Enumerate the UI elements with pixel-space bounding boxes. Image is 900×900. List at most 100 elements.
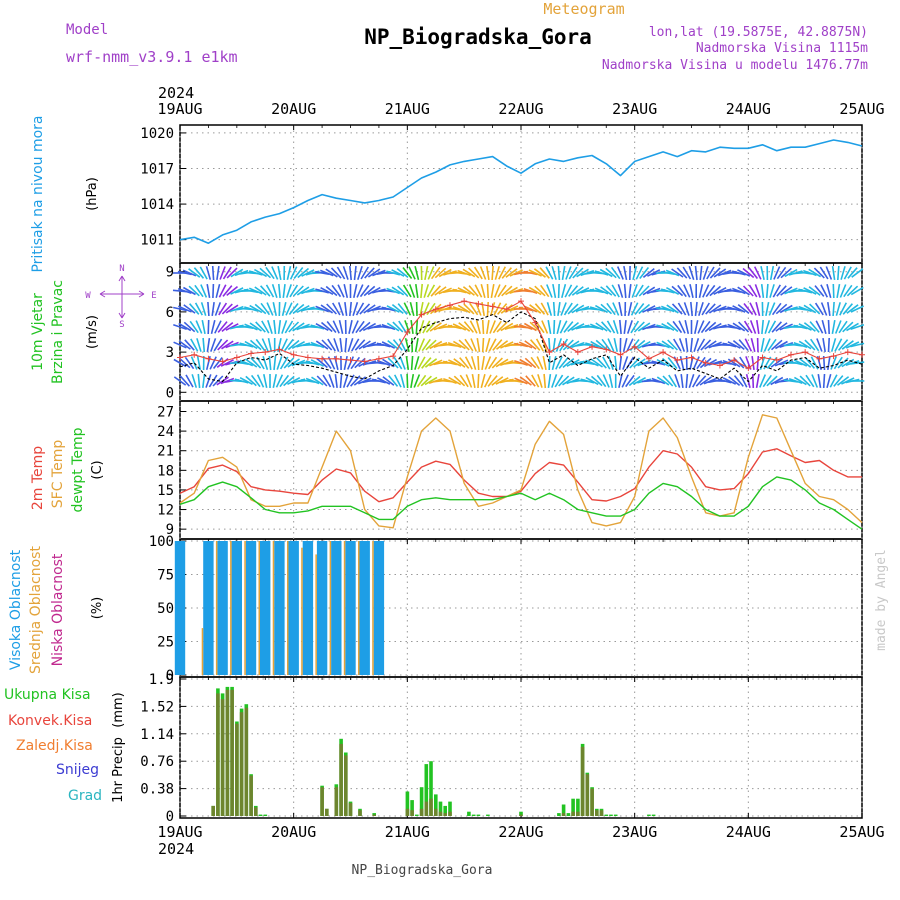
wind-barb [430, 285, 441, 297]
wind-barb [622, 356, 629, 370]
wind-barb [799, 375, 811, 387]
wind-barb [410, 373, 415, 389]
wind-barb [811, 374, 819, 388]
wind-barb [434, 286, 447, 296]
wind-barb [355, 302, 365, 316]
wind-barb [683, 302, 690, 316]
wind-barb [765, 301, 770, 317]
wind-barb [537, 374, 543, 388]
wind-barb [798, 288, 813, 294]
wind-barb [465, 374, 473, 388]
wind-barb [287, 339, 300, 351]
wind-barb [288, 321, 300, 333]
wind-barb [698, 302, 704, 316]
precip-tick-label: 0 [166, 809, 174, 825]
wind-barb [585, 359, 599, 367]
wind-barb [661, 322, 675, 332]
wind-barb [476, 337, 481, 353]
wind-barb [178, 357, 191, 369]
wind-barb [803, 322, 816, 332]
wind-barb [421, 357, 432, 369]
wind-barb [273, 319, 277, 335]
wind-barb [414, 337, 419, 353]
wind-barb [771, 302, 782, 316]
wind-barb [810, 356, 819, 370]
wind-barb [536, 356, 544, 370]
wind-barb [426, 302, 436, 316]
wind-barb [737, 303, 750, 315]
wind-barb [438, 287, 452, 295]
wind-barb [272, 374, 277, 388]
wind-barb [759, 374, 767, 388]
wind-barb [780, 286, 793, 296]
wind-barb [626, 338, 634, 352]
cloud-unit: (%) [90, 597, 105, 620]
wind-barb [699, 265, 703, 281]
cloud-mid-bar [343, 541, 346, 675]
wind-barb [519, 376, 532, 386]
wind-barb [698, 284, 704, 298]
wind-barb [391, 303, 404, 315]
wind-barb [342, 374, 349, 388]
wind-barb [560, 302, 567, 316]
wind-barb [391, 286, 405, 296]
wind-barb [678, 320, 686, 334]
wind-barb [627, 302, 633, 316]
wind-barb [301, 269, 315, 277]
wind-barb [244, 340, 258, 350]
compass-north: N [119, 264, 124, 274]
wind-gust-point [773, 357, 780, 364]
wind-barb [825, 266, 833, 280]
wind-barb [656, 324, 671, 330]
wind-gust-point [702, 359, 709, 366]
precip-total-bar [410, 800, 414, 816]
wind-barb [357, 377, 372, 385]
precip-conv-bar [244, 707, 249, 816]
cloud-low-label: Niska Oblacnost [50, 553, 66, 666]
precip-conv-bar [230, 689, 234, 816]
wind-barb [495, 358, 509, 368]
wind-barb [845, 341, 860, 349]
wind-barb [275, 374, 284, 388]
wind-barb [665, 269, 680, 277]
wind-barb [548, 355, 551, 371]
wind-barb [388, 375, 399, 387]
wind-barb [558, 357, 569, 369]
wind-barb [182, 286, 196, 296]
wind-barb [529, 339, 541, 351]
wind-barb [679, 356, 685, 370]
wind-barb [381, 341, 396, 349]
wind-barb [595, 339, 608, 351]
wind-barb [265, 266, 275, 280]
wind-barb [618, 356, 623, 370]
wind-barb [339, 373, 343, 389]
wind-barb [676, 267, 688, 279]
wind-barb [600, 303, 613, 315]
wind-barb [554, 374, 564, 388]
wind-barb [666, 286, 680, 296]
wind-barb [489, 320, 496, 334]
wind-barb [207, 301, 210, 317]
wind-barb [481, 337, 485, 353]
wind-barb [292, 285, 304, 297]
wind-barb [200, 284, 208, 298]
wind-barb [558, 375, 570, 387]
wind-barb [438, 268, 452, 278]
precip-conv-bar [434, 808, 438, 816]
wind-barb [325, 268, 338, 278]
wind-gust-point [574, 349, 581, 356]
wind-barb [731, 270, 746, 276]
pressure-tick-label: 1020 [140, 126, 174, 142]
cloud-high-bar [203, 541, 214, 675]
time-labels-bottom: 19AUG 20AUG 21AUG 22AUG 23AUG 24AUG 25AUG [157, 823, 884, 841]
wind-barb [356, 284, 364, 298]
wind-barb [634, 303, 645, 315]
wind-barb [184, 356, 195, 370]
wind-barb [279, 356, 289, 370]
wind-barb [310, 341, 325, 349]
wind-barb [473, 266, 483, 280]
precip-conv-bar [571, 811, 575, 816]
precip-conv-bar [325, 808, 329, 816]
wind-barb [762, 374, 772, 388]
wind-gust-point [191, 351, 198, 358]
